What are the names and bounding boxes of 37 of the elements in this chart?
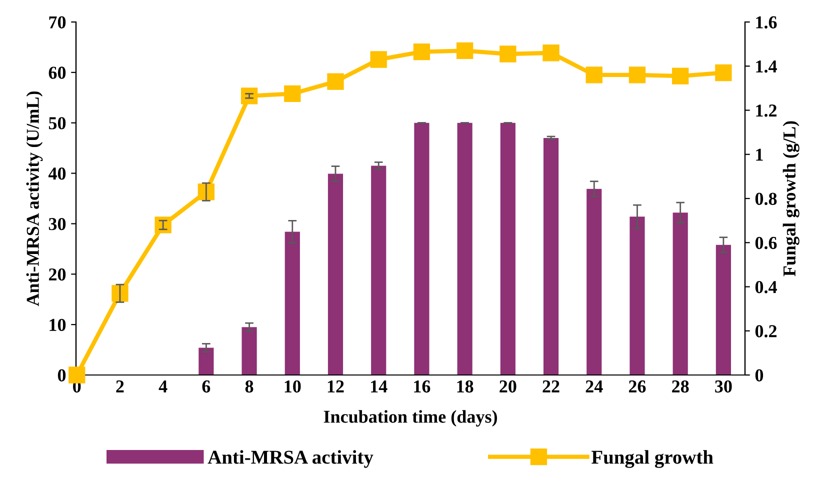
x-tick-label: 24 [586,380,603,392]
y-tick-label: 30 [48,218,66,230]
y2-tick-label: 0.6 [755,236,777,250]
y2-tick-label: 1 [756,148,763,161]
y-tick-label: 20 [48,268,66,281]
y-tick-label: 10 [50,318,66,332]
x-tick-label: 26 [628,380,646,393]
legend-label: Anti-MRSA activity [208,450,374,468]
y-axis-title: Anti-MRSA activity (U/mL) [26,91,43,306]
y-tick-label: 40 [48,168,66,180]
x-tick-label: 4 [158,380,168,392]
x-tick-label: 14 [371,380,388,392]
y-tick-label: 50 [48,117,66,130]
legend-label: Fungal growth [592,450,714,468]
x-tick-label: 10 [284,380,301,393]
y2-tick-label: 0.4 [755,281,777,294]
y2-axis-title: Fungal growth (g/L) [782,121,800,276]
x-tick-label: 8 [245,380,254,393]
y-tick-label: 60 [48,66,66,79]
x-tick-label: 22 [542,380,560,392]
y-tick-label: 0 [58,369,66,382]
x-tick-label: 18 [457,380,474,393]
y2-tick-label: 1.2 [756,104,777,117]
y2-tick-label: 1.6 [756,16,777,29]
y2-tick-label: 0.8 [755,192,777,206]
y2-tick-label: 0 [755,369,764,382]
x-tick-label: 2 [116,380,124,392]
x-tick-label: 12 [328,380,344,392]
x-tick-label: 20 [500,380,516,393]
x-tick-label: 30 [715,380,732,393]
x-tick-label: 6 [202,380,210,393]
x-tick-label: 28 [672,380,689,393]
x-axis-title: Incubation time (days) [324,410,497,427]
y-tick-label: 70 [49,16,66,28]
y2-tick-label: 0.2 [755,325,777,338]
x-tick-label: 16 [414,380,430,393]
y2-tick-label: 1.4 [756,60,777,73]
